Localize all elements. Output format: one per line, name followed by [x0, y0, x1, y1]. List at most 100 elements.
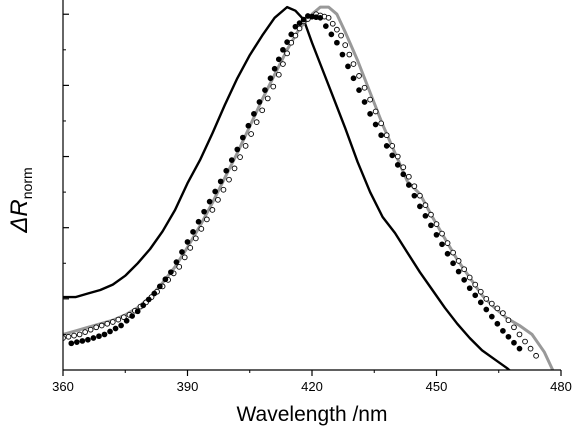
open-marker: [93, 324, 100, 331]
filled-marker: [179, 249, 185, 255]
open-marker: [338, 32, 344, 39]
open-marker: [71, 332, 77, 339]
filled-marker: [228, 157, 235, 163]
filled-marker: [275, 56, 282, 63]
filled-marker: [461, 277, 468, 283]
open-marker: [428, 211, 434, 218]
filled-marker: [422, 212, 429, 219]
open-marker: [483, 295, 490, 302]
open-marker: [356, 73, 362, 79]
filled-marker: [256, 99, 263, 105]
filled-marker: [322, 23, 329, 29]
filled-marker: [394, 161, 401, 168]
filled-marker: [350, 75, 357, 82]
filled-marker: [223, 167, 230, 174]
open-marker: [516, 331, 523, 338]
filled-marker: [317, 14, 324, 21]
open-marker: [253, 119, 260, 125]
open-marker: [87, 326, 94, 333]
filled-marker: [439, 241, 445, 248]
filled-marker: [239, 134, 246, 141]
filled-marker: [123, 317, 130, 324]
open-marker: [411, 183, 418, 190]
filled-marker: [184, 239, 191, 245]
open-marker: [76, 331, 83, 338]
open-marker: [466, 274, 473, 281]
filled-marker: [400, 171, 407, 178]
filled-marker: [267, 75, 274, 82]
filled-marker: [168, 269, 174, 276]
filled-marker: [173, 259, 180, 265]
filled-marker: [206, 198, 213, 205]
filled-marker: [212, 188, 219, 195]
filled-marker: [339, 51, 346, 58]
open-marker: [284, 50, 290, 57]
filled-marker: [378, 132, 385, 139]
filled-marker: [251, 110, 257, 117]
filled-marker: [107, 328, 113, 335]
filled-marker: [296, 20, 303, 26]
filled-marker: [433, 231, 440, 238]
filled-marker: [195, 218, 202, 225]
filled-marker: [234, 146, 241, 153]
open-marker: [329, 20, 336, 27]
open-marker: [394, 153, 401, 160]
open-marker: [455, 258, 462, 264]
filled-marker: [79, 338, 86, 344]
open-marker: [264, 95, 271, 102]
open-marker: [192, 235, 199, 242]
filled-marker: [466, 285, 473, 292]
filled-marker: [68, 340, 75, 347]
x-tick-label: 420: [301, 379, 323, 394]
y-axis-title: ΔRnorm: [6, 167, 35, 233]
filled-marker: [151, 290, 158, 297]
filled-marker: [162, 276, 169, 283]
filled-marker: [129, 313, 136, 319]
filled-marker: [367, 110, 373, 117]
filled-marker: [134, 308, 141, 315]
filled-marker: [345, 63, 351, 70]
open-marker: [378, 120, 385, 127]
filled-marker: [328, 31, 335, 38]
series-layer: [63, 5, 555, 370]
filled-marker: [372, 121, 379, 128]
open-marker: [433, 221, 440, 227]
open-marker: [198, 226, 205, 232]
filled-marker: [112, 325, 119, 332]
open-marker: [444, 240, 451, 246]
open-marker: [176, 263, 183, 270]
filled-marker: [505, 333, 512, 340]
filled-marker: [477, 299, 484, 306]
open-marker: [115, 316, 122, 323]
series-2: [63, 5, 555, 370]
svg-text:ΔRnorm: ΔRnorm: [6, 167, 35, 233]
filled-marker: [361, 99, 368, 105]
open-marker: [461, 266, 468, 273]
filled-marker: [444, 250, 451, 257]
filled-marker: [383, 143, 390, 149]
ticks-layer: [62, 13, 562, 376]
open-marker: [334, 26, 340, 33]
series-1: [63, 5, 512, 370]
series-3: [63, 11, 539, 359]
open-marker: [187, 245, 194, 251]
open-marker: [220, 186, 227, 193]
open-marker: [439, 230, 445, 237]
filled-marker: [288, 31, 295, 38]
filled-marker: [488, 313, 495, 320]
filled-marker: [483, 306, 490, 313]
open-marker: [422, 202, 429, 209]
open-marker: [248, 131, 254, 137]
filled-marker: [411, 192, 418, 199]
open-marker: [367, 96, 373, 103]
filled-marker: [201, 208, 207, 215]
open-marker: [533, 352, 539, 359]
filled-marker: [245, 122, 252, 129]
filled-marker: [334, 39, 340, 46]
filled-marker: [356, 87, 362, 93]
open-marker: [505, 317, 512, 324]
filled-marker: [472, 292, 479, 299]
open-marker: [372, 108, 379, 115]
open-marker: [527, 345, 534, 352]
